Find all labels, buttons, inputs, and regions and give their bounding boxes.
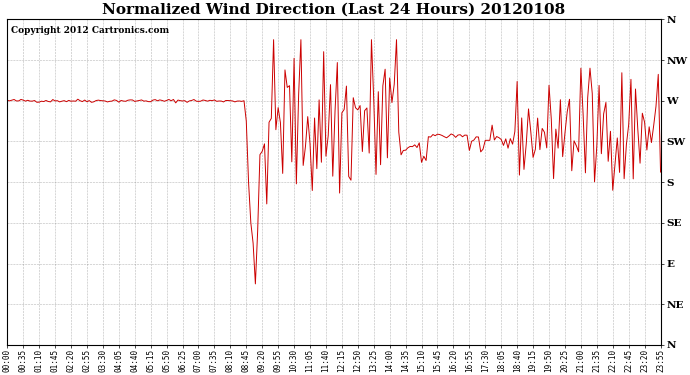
Title: Normalized Wind Direction (Last 24 Hours) 20120108: Normalized Wind Direction (Last 24 Hours… <box>102 3 566 17</box>
Text: Copyright 2012 Cartronics.com: Copyright 2012 Cartronics.com <box>10 26 168 35</box>
